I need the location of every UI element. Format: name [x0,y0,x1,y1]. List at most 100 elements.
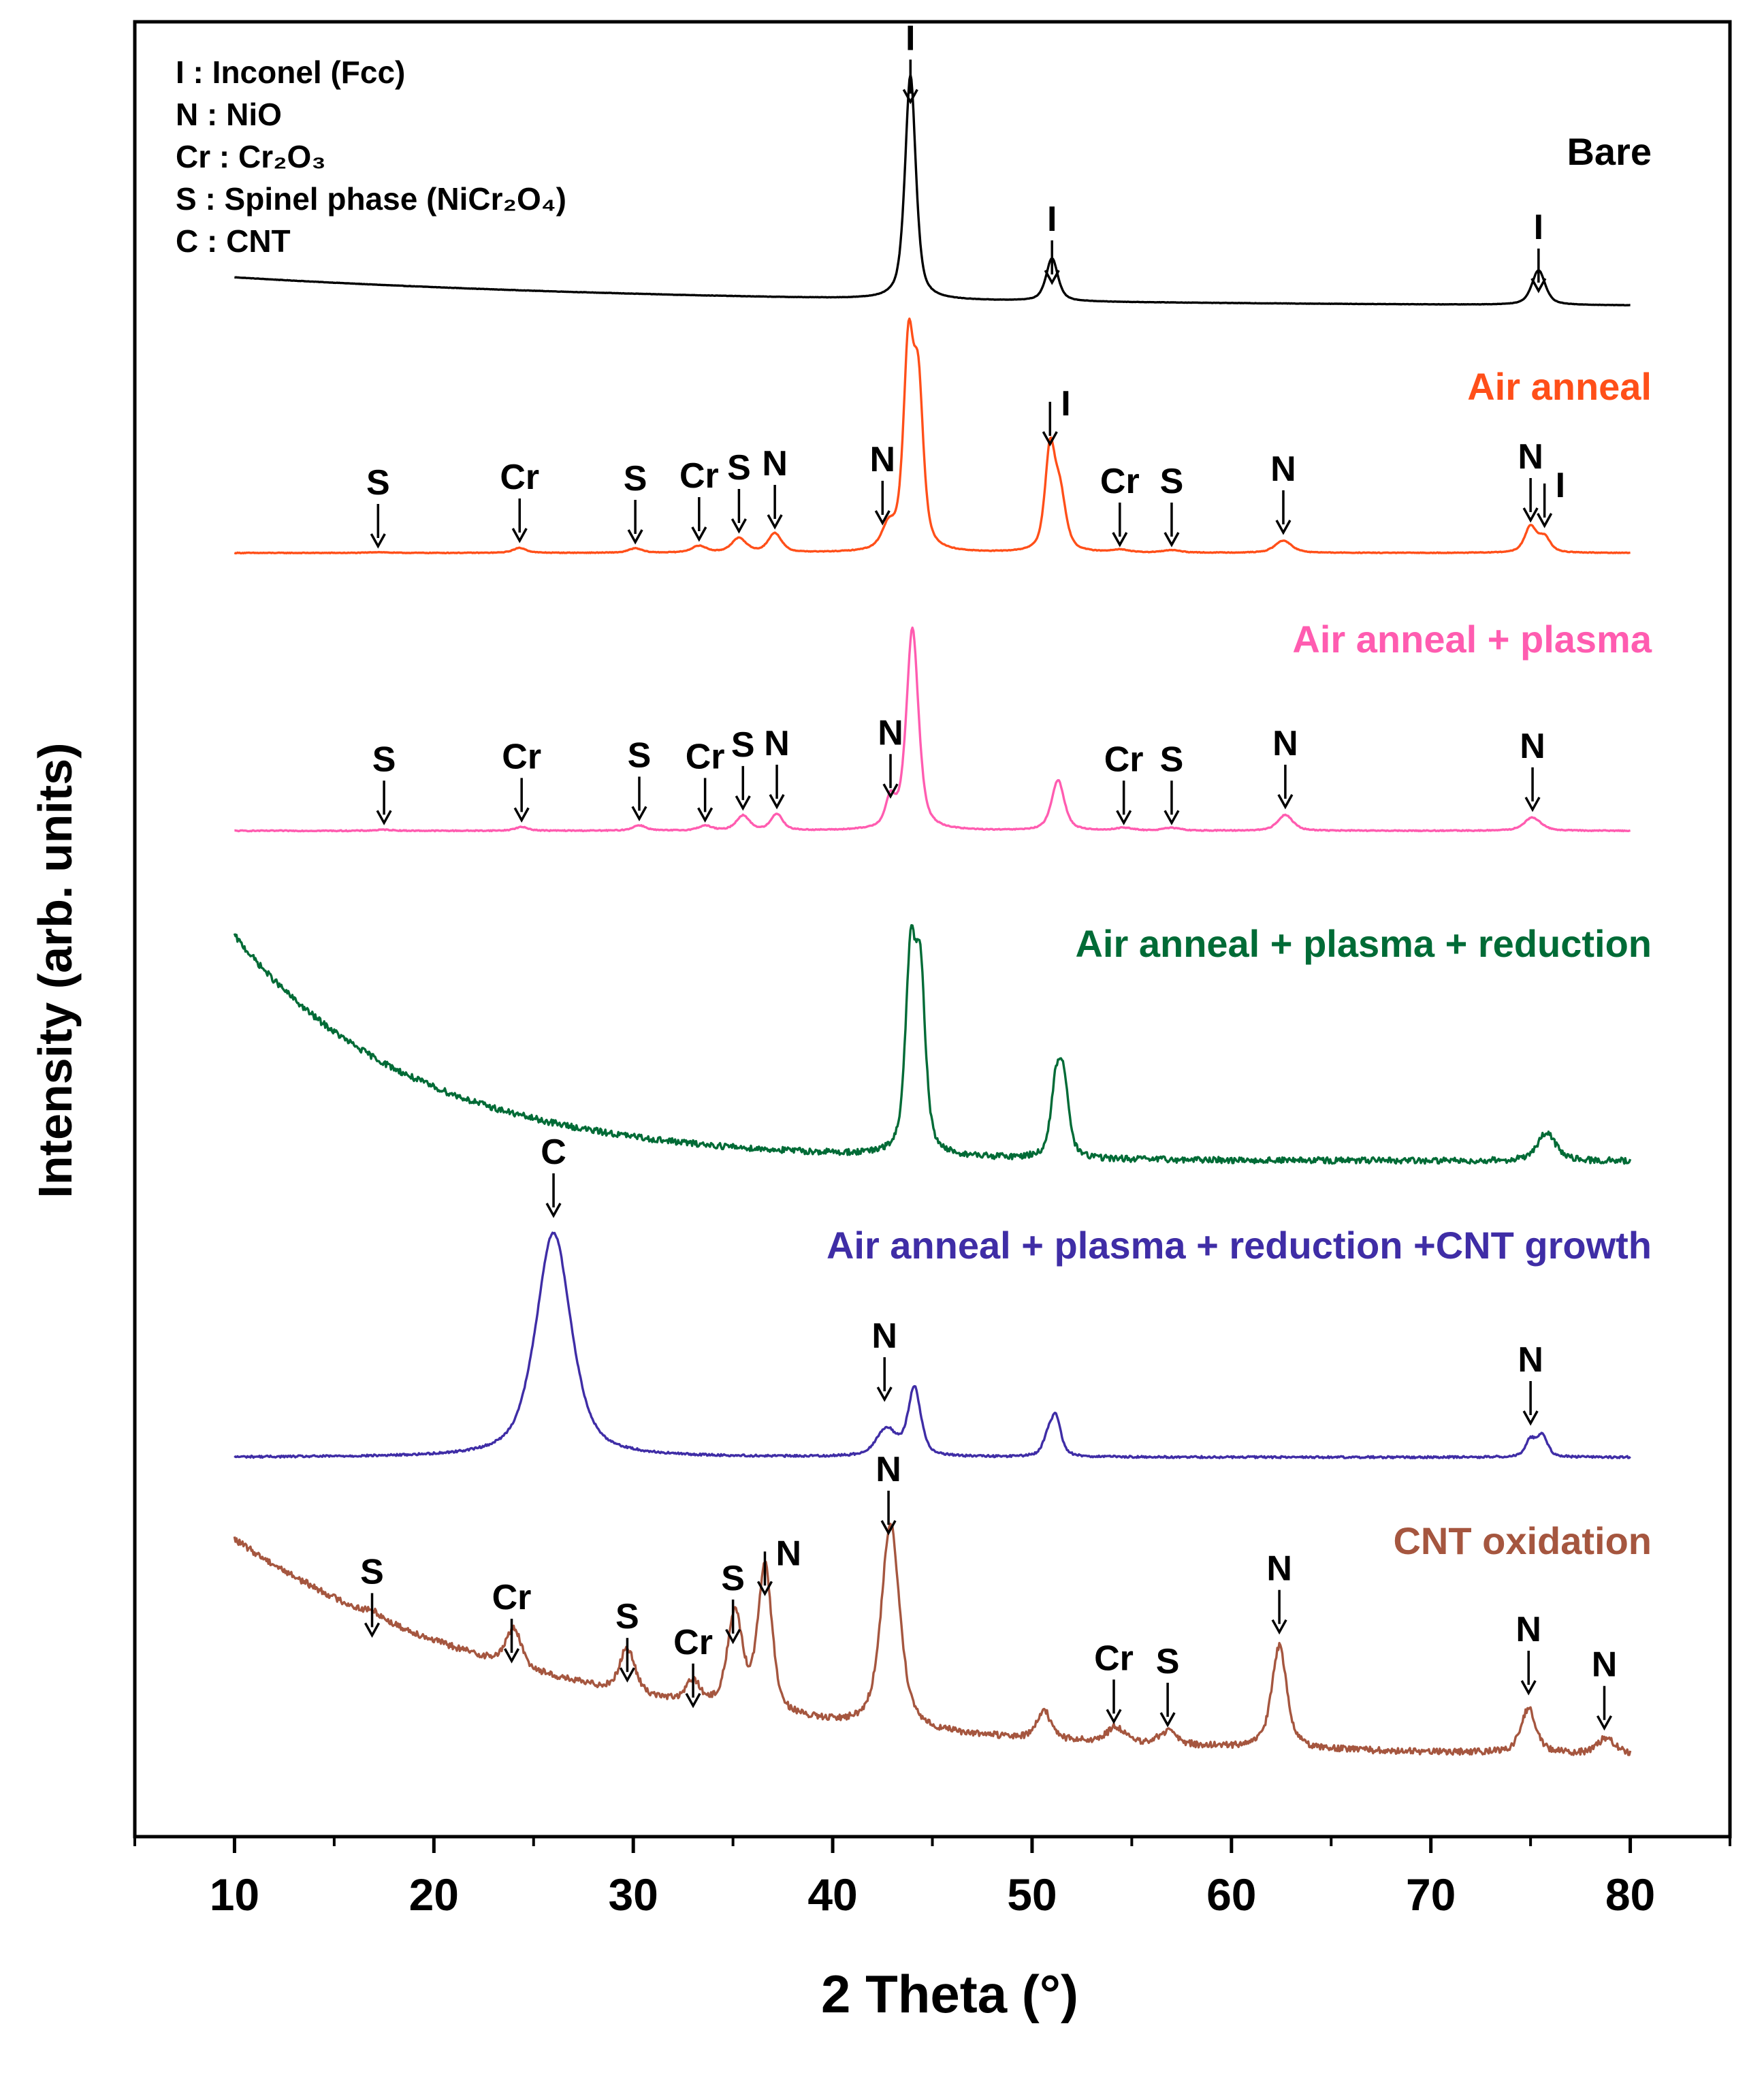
phase-marker: N [756,1534,801,1596]
phase-marker-label: N [1516,1610,1541,1649]
phase-marker-label: S [372,740,396,779]
phase-legend: I : Inconel (Fcc) N : NiO Cr : Cr₂O₃ S : Sp… [176,54,566,259]
series-label-layer: Bare Air anneal Air anneal + plasma Air ann… [827,130,1652,1562]
phase-marker: N [1520,727,1545,812]
phase-marker: Cr [492,1578,532,1664]
x-tick-label: 80 [1605,1869,1655,1920]
phase-marker-label: S [1160,740,1184,779]
phase-marker: N [1518,437,1543,523]
phase-marker-label: Cr [502,737,541,776]
phase-marker: S [1160,740,1184,825]
phase-marker: N [1270,449,1296,535]
phase-marker: N [1592,1645,1618,1731]
phase-marker: I [902,19,918,105]
phase-marker-label: I [1534,208,1543,247]
phase-marker-label: I [1556,466,1565,505]
phase-marker-label: N [1272,724,1298,763]
series-label-1: Air anneal [1467,365,1652,408]
phase-marker: N [764,724,790,810]
phase-marker: N [870,440,896,526]
phase-marker: I [1537,466,1565,528]
trace-layer [233,74,1632,1756]
series-line-0 [234,74,1631,306]
phase-marker-label: C [541,1132,566,1172]
phase-marker: Cr [1094,1638,1134,1724]
series-line-3 [233,923,1632,1165]
phase-marker: N [1516,1610,1541,1696]
phase-marker-label: I [905,19,915,59]
phase-marker-label: N [762,444,788,484]
phase-marker: S [372,740,396,825]
phase-marker-label: S [1156,1642,1180,1681]
series-line-2 [234,627,1631,833]
series-line-5 [233,1522,1632,1756]
legend-entry: N : NiO [176,97,282,132]
phase-marker: N [1518,1340,1543,1426]
phase-marker: Cr [1104,740,1144,825]
phase-marker-label: S [360,1552,384,1591]
legend-entry: C : CNT [176,223,291,259]
phase-marker-label: Cr [673,1623,713,1662]
x-tick-label: 70 [1406,1869,1456,1920]
phase-marker-label: N [1592,1645,1618,1685]
phase-marker-label: S [624,459,647,498]
series-line-1 [234,317,1631,555]
phase-marker-label: N [1518,1340,1543,1380]
series-label-3: Air anneal + plasma + reduction [1075,922,1652,965]
phase-marker-label: I [1061,384,1070,424]
phase-marker-label: N [1520,727,1545,766]
phase-marker-label: Cr [1104,740,1144,779]
phase-marker-label: Cr [1100,462,1140,501]
series-line-4 [234,1231,1631,1460]
series-label-4: Air anneal + plasma + reduction +CNT gro… [827,1224,1652,1267]
x-tick-label: 30 [608,1869,658,1920]
phase-marker-label: N [1270,449,1296,489]
phase-marker-label: N [870,440,896,479]
x-tick-label: 20 [409,1869,459,1920]
phase-marker: I [1530,208,1547,294]
phase-marker-label: N [1518,437,1543,477]
series-label-0: Bare [1567,130,1652,173]
x-axis-label: 2 Theta (°) [821,1964,1078,2024]
series-label-5: CNT oxidation [1393,1519,1652,1562]
phase-marker: I [1044,200,1060,285]
phase-marker-label: S [727,448,751,488]
phase-marker-label: I [1047,200,1057,239]
phase-marker: N [1272,724,1298,810]
phase-marker: S [1156,1642,1180,1728]
x-tick-label: 60 [1206,1869,1256,1920]
phase-marker-label: Cr [686,737,725,776]
phase-marker: N [878,713,903,799]
phase-marker: S [721,1559,745,1645]
phase-marker: N [762,444,788,530]
phase-marker: S [615,1597,639,1683]
legend-entry: S : Spinel phase (NiCr₂O₄) [176,181,566,217]
phase-marker-label: S [1160,462,1184,501]
phase-marker: Cr [686,737,725,823]
phase-marker-label: S [731,725,755,765]
phase-marker: I [1042,384,1071,447]
phase-marker: S [731,725,755,811]
phase-marker: Cr [673,1623,713,1709]
phase-marker-label: Cr [500,458,539,497]
phase-marker-label: N [1266,1549,1292,1589]
phase-marker: S [1160,462,1184,548]
phase-marker: Cr [502,737,541,823]
phase-marker-label: Cr [1094,1638,1134,1678]
legend-entry: I : Inconel (Fcc) [176,54,405,90]
x-tick-label: 50 [1007,1869,1057,1920]
phase-marker: S [727,448,751,534]
x-axis: 10 20 30 40 50 60 70 80 [133,1837,1731,1920]
phase-marker: C [541,1132,566,1218]
x-tick-label: 10 [210,1869,259,1920]
phase-marker-label: S [615,1597,639,1636]
phase-marker-label: Cr [492,1578,532,1617]
legend-entry: Cr : Cr₂O₃ [176,139,326,174]
phase-marker: Cr [500,458,539,543]
phase-marker: N [1266,1549,1292,1635]
phase-marker-label: N [871,1316,897,1356]
x-tick-label: 40 [807,1869,857,1920]
